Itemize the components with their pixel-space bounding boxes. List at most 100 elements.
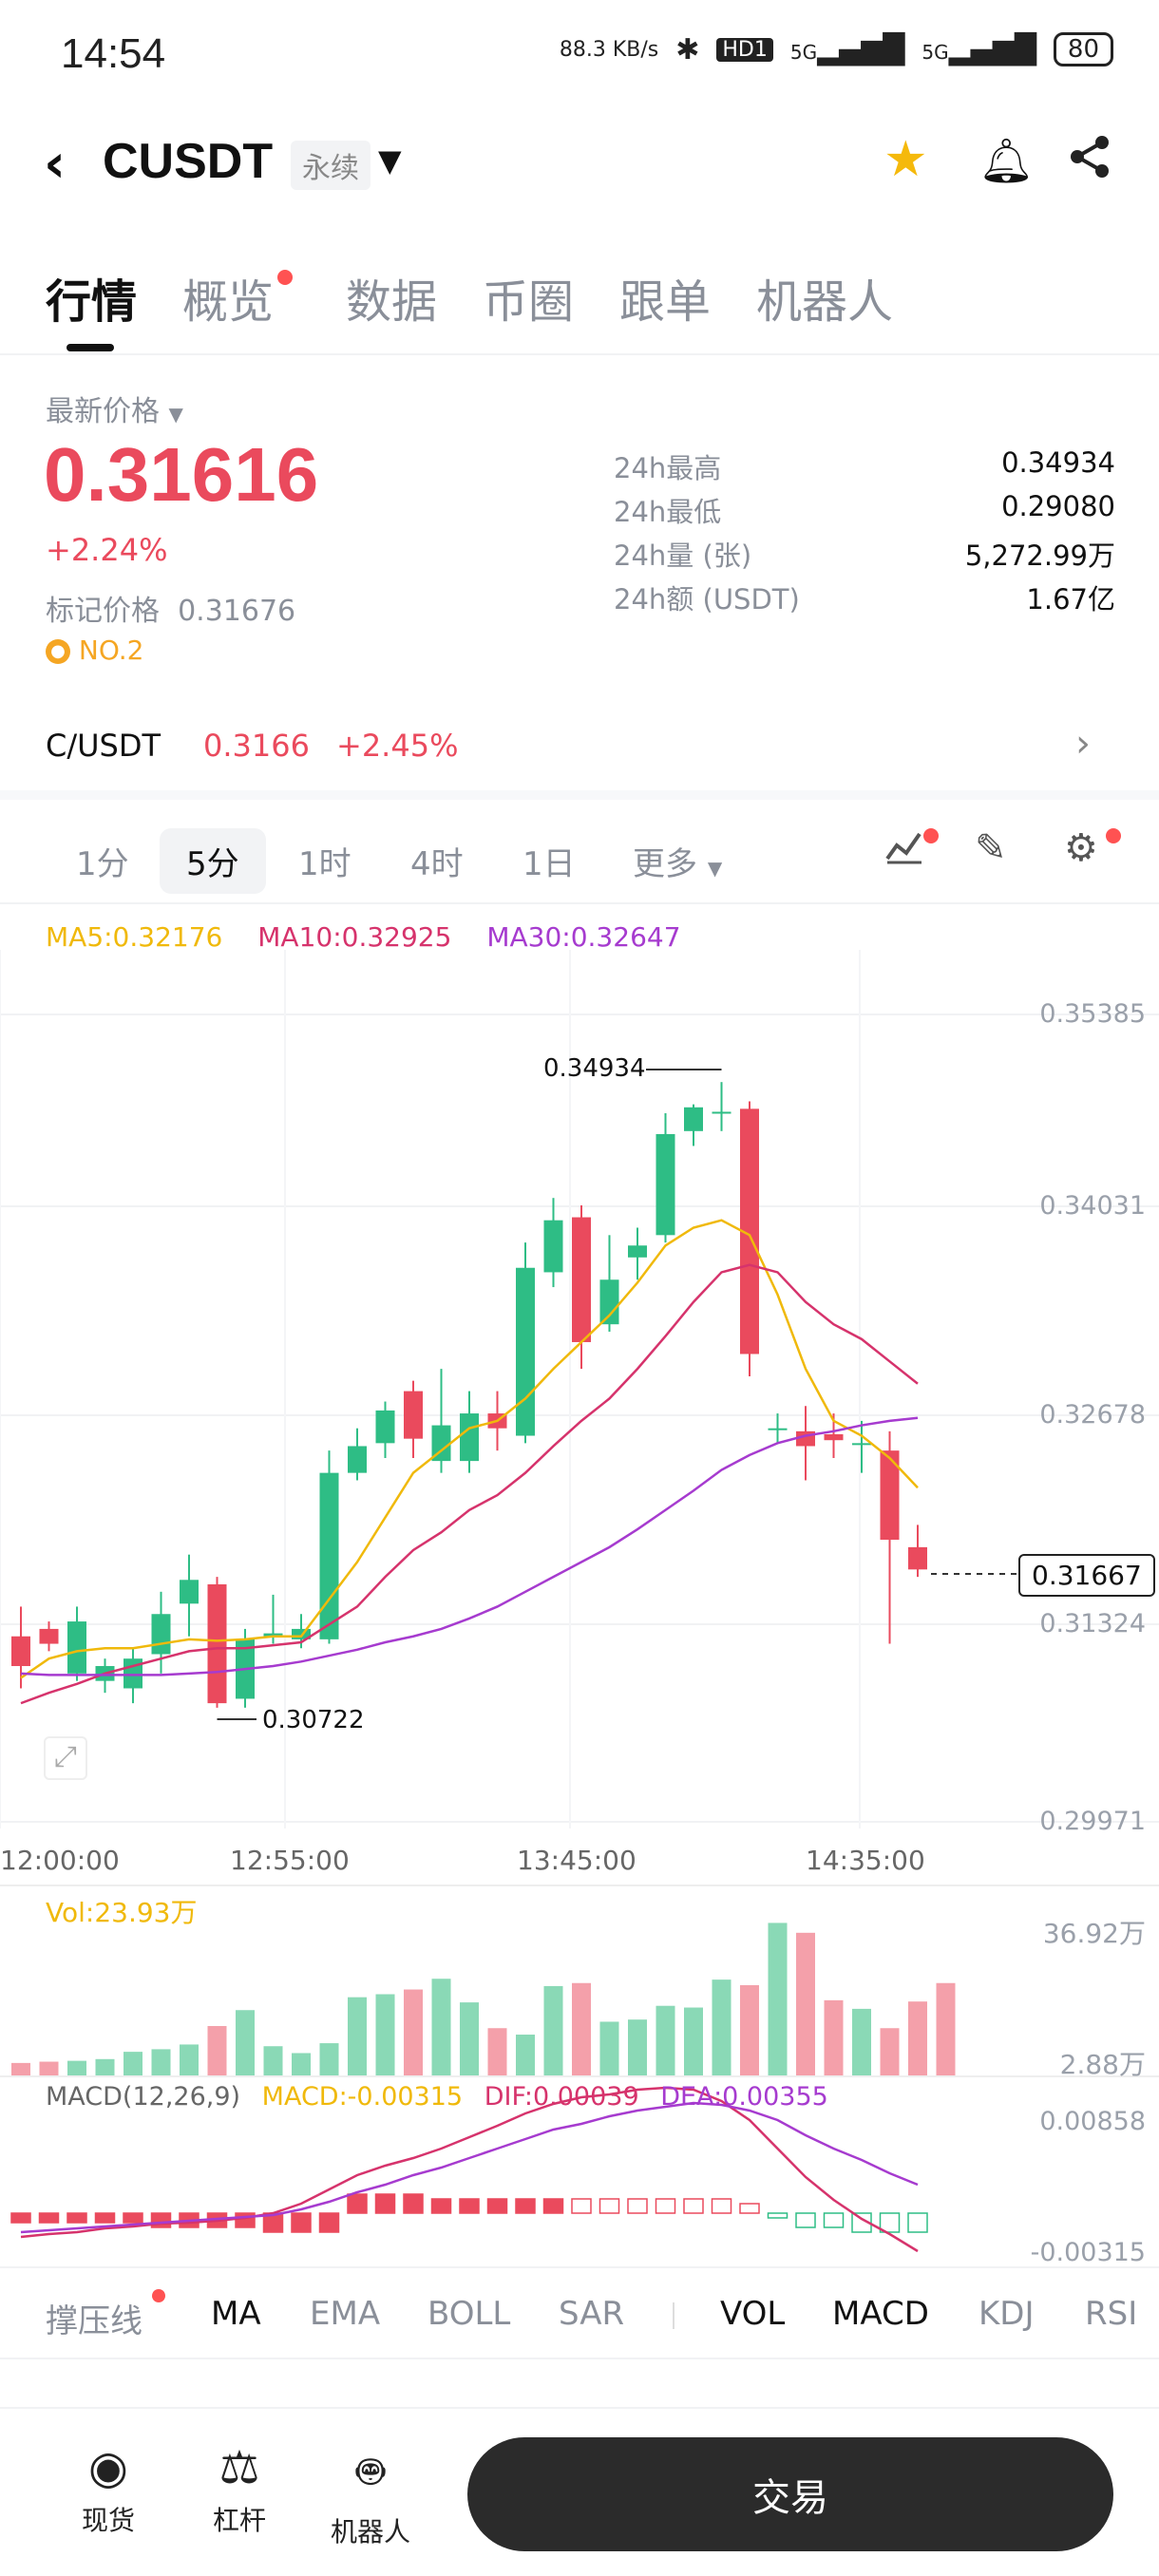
indicator-support-resistance[interactable]: 撑压线	[46, 2302, 142, 2340]
dif-line	[20, 2086, 919, 2253]
candle-body	[124, 1658, 142, 1689]
macd-histogram-bar	[318, 2212, 340, 2233]
nav-spot[interactable]: ◉ 现货	[61, 2441, 156, 2538]
last-price: 0.31616	[44, 432, 319, 517]
indicator-sar[interactable]: SAR	[559, 2295, 625, 2333]
interval-1d[interactable]: 1日	[522, 845, 576, 883]
macd-histogram-bar	[94, 2212, 116, 2224]
indicator-boll[interactable]: BOLL	[428, 2295, 511, 2333]
candle-body	[460, 1413, 479, 1462]
divider	[0, 902, 1159, 904]
volume-bar	[572, 1982, 591, 2075]
macd-histogram-bar	[291, 2212, 312, 2233]
macd-histogram-bar	[10, 2212, 31, 2224]
macd-value: MACD:-0.00315	[261, 2082, 464, 2112]
indicator-rsi[interactable]: RSI	[1085, 2295, 1138, 2333]
macd-histogram-bar	[879, 2212, 901, 2233]
macd-histogram-bar	[347, 2193, 368, 2214]
candle-body	[684, 1107, 703, 1131]
price-type-selector[interactable]: 最新价格 ▼	[46, 395, 183, 428]
contract-symbol[interactable]: CUSDT	[103, 134, 274, 189]
volume-bar	[740, 1985, 759, 2075]
volume-bar	[487, 2028, 507, 2075]
volume-bar	[852, 2008, 871, 2075]
spot-pair-row[interactable]	[0, 718, 1159, 794]
volume-bar	[936, 1982, 956, 2075]
y-tick: 0.29971	[1039, 1807, 1146, 1836]
y-tick: 0.34031	[1039, 1191, 1146, 1221]
nav-robot[interactable]: 🤖︎ 机器人	[323, 2441, 418, 2549]
macd-max: 0.00858	[1039, 2107, 1146, 2136]
candle-body	[852, 1443, 871, 1446]
dea-value: DEA:0.00355	[660, 2082, 828, 2112]
volume-bar	[319, 2043, 339, 2075]
volume-bar	[824, 1999, 844, 2075]
interval-4h[interactable]: 4时	[410, 845, 464, 883]
volume-bar	[768, 1923, 788, 2075]
macd-legend: MACD(12,26,9) MACD:-0.00315 DIF:0.00039 …	[46, 2082, 842, 2112]
volume-bar	[124, 2052, 142, 2075]
chevron-down-icon[interactable]: ▼	[378, 142, 402, 179]
y-tick: 0.32678	[1039, 1400, 1146, 1430]
macd-histogram-bar	[235, 2212, 256, 2228]
tab-copy-trade[interactable]: 跟单	[619, 275, 712, 329]
macd-histogram-bar	[739, 2203, 760, 2214]
indicator-kdj[interactable]: KDJ	[978, 2295, 1035, 2333]
battery-icon: 80	[1053, 32, 1113, 66]
interval-more[interactable]: 更多 ▼	[633, 845, 723, 883]
ma5-line	[20, 1219, 919, 1679]
volume-bar	[207, 2025, 227, 2075]
interval-5m[interactable]: 5分	[160, 828, 266, 894]
draw-pencil-icon[interactable]: ✎	[975, 826, 1007, 870]
indicator-ema[interactable]: EMA	[310, 2295, 381, 2333]
high-label: 0.34934	[543, 1054, 646, 1083]
gear-icon[interactable]: ⚙	[1064, 826, 1098, 870]
indicator-dot	[152, 2289, 165, 2302]
volume-bar	[11, 2062, 30, 2075]
divider	[673, 2302, 674, 2329]
indicator-macd[interactable]: MACD	[832, 2295, 929, 2333]
volume-bar	[431, 1979, 451, 2075]
candle-body	[292, 1628, 311, 1639]
macd-histogram-bar	[374, 2193, 396, 2214]
tab-data[interactable]: 数据	[346, 275, 438, 329]
indicator-vol[interactable]: VOL	[720, 2295, 786, 2333]
indicator-ma[interactable]: MA	[211, 2295, 261, 2333]
clock: 14:54	[61, 30, 166, 77]
macd-histogram-bar	[571, 2198, 592, 2214]
candle-body	[572, 1217, 591, 1342]
divider	[0, 790, 1159, 800]
ma30-line	[20, 1416, 919, 1676]
tab-overview[interactable]: 概览	[182, 275, 275, 329]
macd-histogram-bar	[767, 2212, 788, 2219]
candle-body	[348, 1446, 367, 1473]
share-icon[interactable]	[1066, 133, 1113, 184]
bell-icon[interactable]: 🔔︎	[978, 135, 1035, 186]
candle-body	[599, 1279, 619, 1325]
macd-histogram-bar	[711, 2198, 732, 2214]
indicator-chart-icon[interactable]	[884, 826, 925, 874]
macd-histogram-bar	[459, 2198, 480, 2214]
volume-bar	[880, 2028, 900, 2075]
chevron-right-icon[interactable]: ›	[1075, 722, 1091, 766]
contract-type-badge[interactable]: 永续	[291, 141, 370, 190]
back-icon[interactable]: ‹	[44, 133, 66, 195]
interval-1m[interactable]: 1分	[76, 845, 129, 883]
interval-1h[interactable]: 1时	[298, 845, 352, 883]
vol-label: Vol:23.93万	[46, 1897, 198, 1928]
candle-body	[180, 1580, 199, 1604]
tab-bots[interactable]: 机器人	[756, 275, 894, 329]
nav-leverage[interactable]: ⚖ 杠杆	[192, 2441, 287, 2538]
ma10-line	[20, 1263, 919, 1705]
kline-chart[interactable]	[0, 950, 1159, 2280]
macd-histogram-bar	[598, 2198, 620, 2214]
expand-icon[interactable]: ⤢	[44, 1736, 87, 1780]
tab-community[interactable]: 币圈	[483, 275, 575, 329]
star-icon[interactable]: ★	[884, 131, 928, 188]
volume-bar	[348, 1997, 367, 2075]
volume-bar	[180, 2044, 199, 2075]
trade-button[interactable]: 交易	[467, 2437, 1113, 2551]
candle-body	[740, 1108, 759, 1354]
tab-market[interactable]: 行情	[46, 275, 138, 329]
volume-bar	[236, 2010, 255, 2075]
